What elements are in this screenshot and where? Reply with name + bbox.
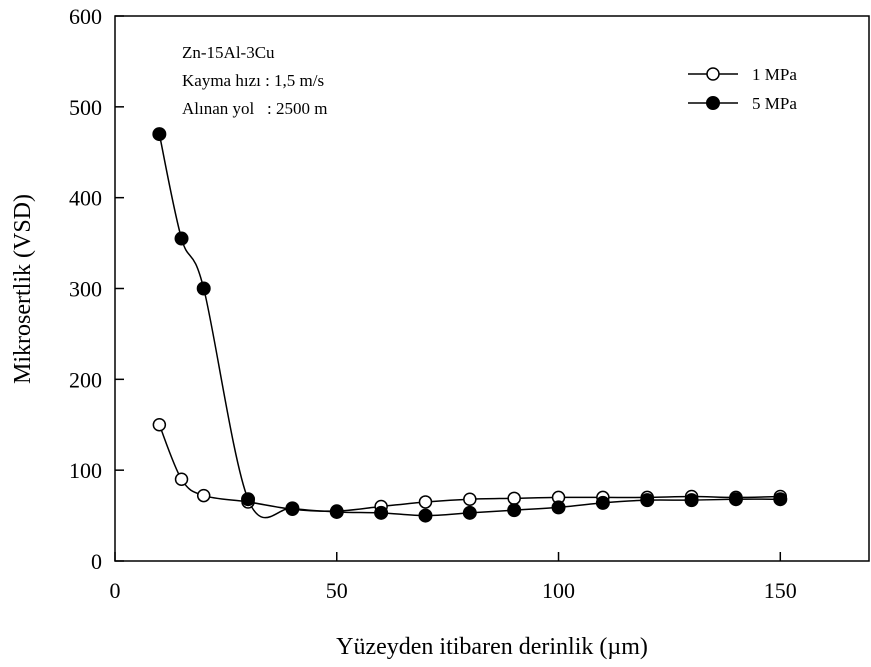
- data-point-5mpa: [418, 508, 433, 523]
- data-point-1mpa: [463, 492, 477, 506]
- data-point-5mpa: [285, 501, 300, 516]
- x-tick-label: 150: [764, 578, 797, 603]
- y-tick-label: 400: [69, 186, 102, 211]
- legend-label-1mpa: 1 MPa: [752, 65, 797, 84]
- legend-item-1mpa: 1 MPa: [688, 65, 797, 84]
- y-tick-label: 500: [69, 95, 102, 120]
- x-tick-label: 0: [110, 578, 121, 603]
- y-tick-label: 300: [69, 277, 102, 302]
- x-axis-ticks: 0 50 100 150: [110, 552, 797, 603]
- x-tick-label: 100: [542, 578, 575, 603]
- legend-item-5mpa: 5 MPa: [688, 94, 797, 113]
- y-axis-title: Mikrosertlik (VSD): [10, 194, 36, 384]
- series-line-1mpa: [158, 424, 781, 512]
- data-point-5mpa: [174, 231, 189, 246]
- annotation-block: Zn-15Al-3Cu Kayma hızı : 1,5 m/s Alınan …: [182, 43, 327, 118]
- data-point-5mpa: [551, 500, 566, 515]
- data-point-1mpa: [418, 495, 433, 509]
- data-point-5mpa: [684, 493, 699, 508]
- data-point-5mpa: [595, 495, 610, 510]
- data-point-5mpa: [728, 492, 743, 507]
- data-point-1mpa: [196, 488, 211, 503]
- annotation-sliding-speed: Kayma hızı : 1,5 m/s: [182, 71, 324, 90]
- annotation-distance: Alınan yol : 2500 m: [182, 99, 327, 118]
- legend: 1 MPa 5 MPa: [688, 65, 797, 113]
- y-tick-label: 200: [69, 367, 102, 392]
- data-point-5mpa: [640, 493, 655, 508]
- data-point-5mpa: [329, 504, 344, 519]
- data-point-5mpa: [374, 505, 389, 520]
- data-point-5mpa: [773, 492, 788, 507]
- x-tick-label: 50: [326, 578, 348, 603]
- data-point-5mpa: [507, 503, 522, 518]
- y-axis-ticks: 0 100 200 300 400 500 600: [69, 4, 124, 574]
- series-layer: [152, 127, 788, 523]
- annotation-alloy: Zn-15Al-3Cu: [182, 43, 275, 62]
- y-tick-label: 100: [69, 458, 102, 483]
- data-point-5mpa: [152, 127, 167, 142]
- legend-marker-5mpa: [706, 96, 720, 110]
- data-point-1mpa: [152, 418, 167, 432]
- legend-label-5mpa: 5 MPa: [752, 94, 797, 113]
- x-axis-title: Yüzeyden itibaren derinlik (µm): [336, 634, 648, 660]
- series-line-5mpa: [158, 133, 781, 519]
- data-point-1mpa: [174, 472, 189, 486]
- data-point-1mpa: [507, 491, 521, 506]
- legend-marker-1mpa: [706, 67, 720, 81]
- data-point-5mpa: [462, 505, 477, 520]
- y-tick-label: 0: [91, 549, 102, 574]
- data-point-5mpa: [196, 281, 211, 296]
- data-point-5mpa: [241, 492, 256, 507]
- y-tick-label: 600: [69, 4, 102, 29]
